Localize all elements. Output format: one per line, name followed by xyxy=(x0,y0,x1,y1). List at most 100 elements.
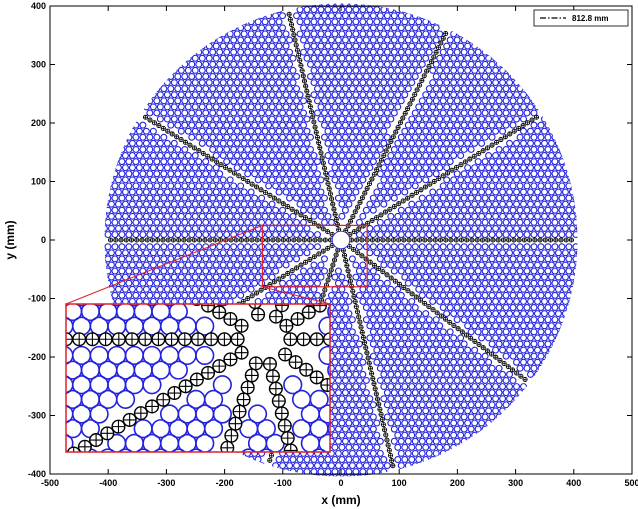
hex-cell xyxy=(502,376,510,384)
hex-cell xyxy=(296,103,304,111)
hex-cell xyxy=(509,145,517,153)
hex-cell xyxy=(540,188,548,196)
hex-cell xyxy=(181,206,189,214)
hex-cell xyxy=(317,42,325,50)
hex-cell xyxy=(418,389,426,397)
hex-cell xyxy=(443,212,451,220)
hex-cell xyxy=(247,212,255,220)
hex-cell xyxy=(408,152,416,160)
hex-cell xyxy=(446,437,454,445)
hex-cell xyxy=(369,243,377,251)
hex-cell xyxy=(310,176,318,184)
hex-cell xyxy=(376,109,384,117)
hex-cell xyxy=(153,255,161,263)
hex-cell xyxy=(286,279,294,287)
hex-cell xyxy=(411,12,419,20)
hex-cell xyxy=(561,225,569,232)
hex-cell xyxy=(464,431,472,439)
hex-cell xyxy=(254,261,262,269)
hex-cell xyxy=(279,121,287,129)
hex-cell xyxy=(195,231,203,239)
spoke-marker xyxy=(301,78,308,84)
hex-cell xyxy=(478,407,486,415)
spoke-marker xyxy=(300,73,306,79)
spoke-marker xyxy=(156,123,162,129)
hex-cell xyxy=(142,200,150,208)
hex-cell xyxy=(369,462,377,470)
hex-cell xyxy=(338,322,346,330)
inset-hex-cell xyxy=(195,345,215,366)
hex-cell xyxy=(223,158,231,166)
hex-cell xyxy=(142,225,150,232)
hex-cell xyxy=(429,334,437,342)
hex-cell xyxy=(334,328,342,336)
spoke-marker xyxy=(568,237,575,243)
hex-cell xyxy=(457,66,465,74)
hex-cell xyxy=(209,170,217,178)
hex-cell xyxy=(191,66,199,74)
hex-cell xyxy=(230,60,238,68)
hex-cell xyxy=(495,85,503,93)
inset-spoke-marker xyxy=(151,332,166,347)
hex-cell xyxy=(310,200,318,208)
hex-cell xyxy=(513,383,521,391)
hex-cell xyxy=(233,18,241,26)
spoke-marker xyxy=(353,304,359,310)
hex-cell xyxy=(485,297,493,305)
hex-cell xyxy=(488,133,496,141)
hex-cell xyxy=(237,158,245,166)
hex-cell xyxy=(261,139,269,147)
hex-cell xyxy=(390,425,398,433)
hex-cell xyxy=(268,54,276,62)
hex-cell xyxy=(286,121,294,129)
hex-cell xyxy=(275,42,283,50)
spoke-marker xyxy=(434,310,440,316)
hex-cell xyxy=(149,261,157,269)
hex-cell xyxy=(547,322,555,330)
hex-cell xyxy=(170,200,178,208)
spoke-marker xyxy=(155,237,161,243)
hex-cell xyxy=(401,358,409,366)
inset-hex-cell xyxy=(212,375,232,395)
hex-cell xyxy=(436,322,444,330)
spoke-marker xyxy=(174,134,180,140)
hex-cell xyxy=(425,24,433,32)
hex-cell xyxy=(286,48,294,56)
hex-cell xyxy=(254,115,262,123)
hex-cell xyxy=(251,85,259,93)
hex-cell xyxy=(174,145,182,153)
hex-cell xyxy=(317,103,325,111)
hex-cell xyxy=(551,304,559,312)
spoke-marker xyxy=(405,195,411,201)
hex-cell xyxy=(352,468,360,476)
hex-cell xyxy=(380,139,388,147)
hex-cell xyxy=(167,97,175,105)
hex-cell xyxy=(446,85,454,93)
hex-cell xyxy=(366,249,374,257)
hex-cell xyxy=(125,279,133,287)
hex-cell xyxy=(523,109,531,117)
hex-cell xyxy=(485,261,493,269)
hex-cell xyxy=(401,225,409,232)
hex-cell xyxy=(520,103,527,111)
hex-cell xyxy=(362,316,370,324)
spoke-marker xyxy=(443,316,449,322)
hex-cell xyxy=(237,182,245,190)
hex-cell xyxy=(495,194,503,202)
spoke-marker xyxy=(176,237,182,243)
hex-cell xyxy=(453,352,461,360)
hex-cell xyxy=(404,449,412,457)
hex-cell xyxy=(369,60,377,68)
spoke-marker xyxy=(386,447,392,453)
hex-cell xyxy=(282,42,290,50)
hex-cell xyxy=(446,364,454,372)
hex-cell xyxy=(499,176,507,184)
hex-cell xyxy=(527,139,534,147)
hex-cell xyxy=(558,328,566,336)
hex-cell xyxy=(478,164,486,172)
hex-cell xyxy=(513,395,521,403)
spoke-marker xyxy=(345,268,351,274)
hex-cell xyxy=(429,30,437,38)
